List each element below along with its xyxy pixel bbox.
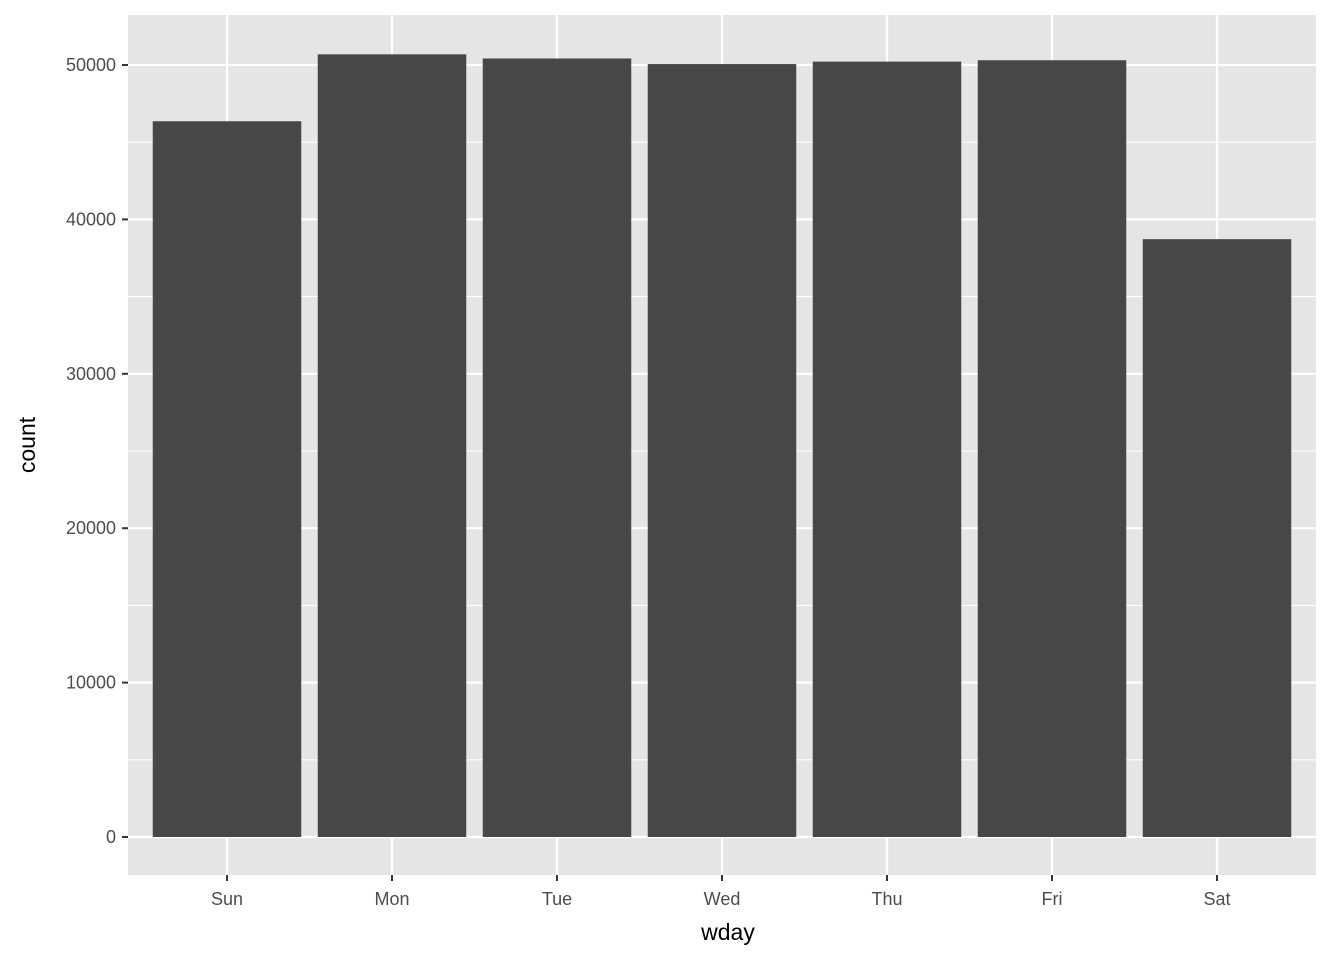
bars (152, 54, 1292, 838)
bar-wed (647, 64, 797, 838)
y-tick-label: 40000 (66, 209, 116, 229)
bar-thu (812, 61, 962, 838)
y-tick-label: 0 (106, 827, 116, 847)
y-tick-label: 50000 (66, 55, 116, 75)
bar-sun (152, 121, 302, 838)
x-axis-title: wday (700, 919, 755, 945)
bar-fri (977, 60, 1127, 838)
y-tick-label: 20000 (66, 518, 116, 538)
x-tick-label: Sun (211, 889, 243, 909)
x-tick-label: Tue (542, 889, 572, 909)
bar-sat (1142, 239, 1292, 838)
bar-mon (317, 54, 467, 838)
bar-tue (482, 58, 632, 838)
y-axis-title: count (14, 416, 40, 473)
x-tick-label: Fri (1042, 889, 1063, 909)
x-tick-label: Mon (374, 889, 409, 909)
y-tick-label: 10000 (66, 673, 116, 693)
x-tick-label: Thu (871, 889, 902, 909)
y-tick-label: 30000 (66, 364, 116, 384)
x-tick-label: Sat (1203, 889, 1230, 909)
axes: 0 10000 20000 30000 40000 50000 Sun Mon Tue Wed Th… (66, 55, 1231, 909)
x-tick-label: Wed (704, 889, 741, 909)
